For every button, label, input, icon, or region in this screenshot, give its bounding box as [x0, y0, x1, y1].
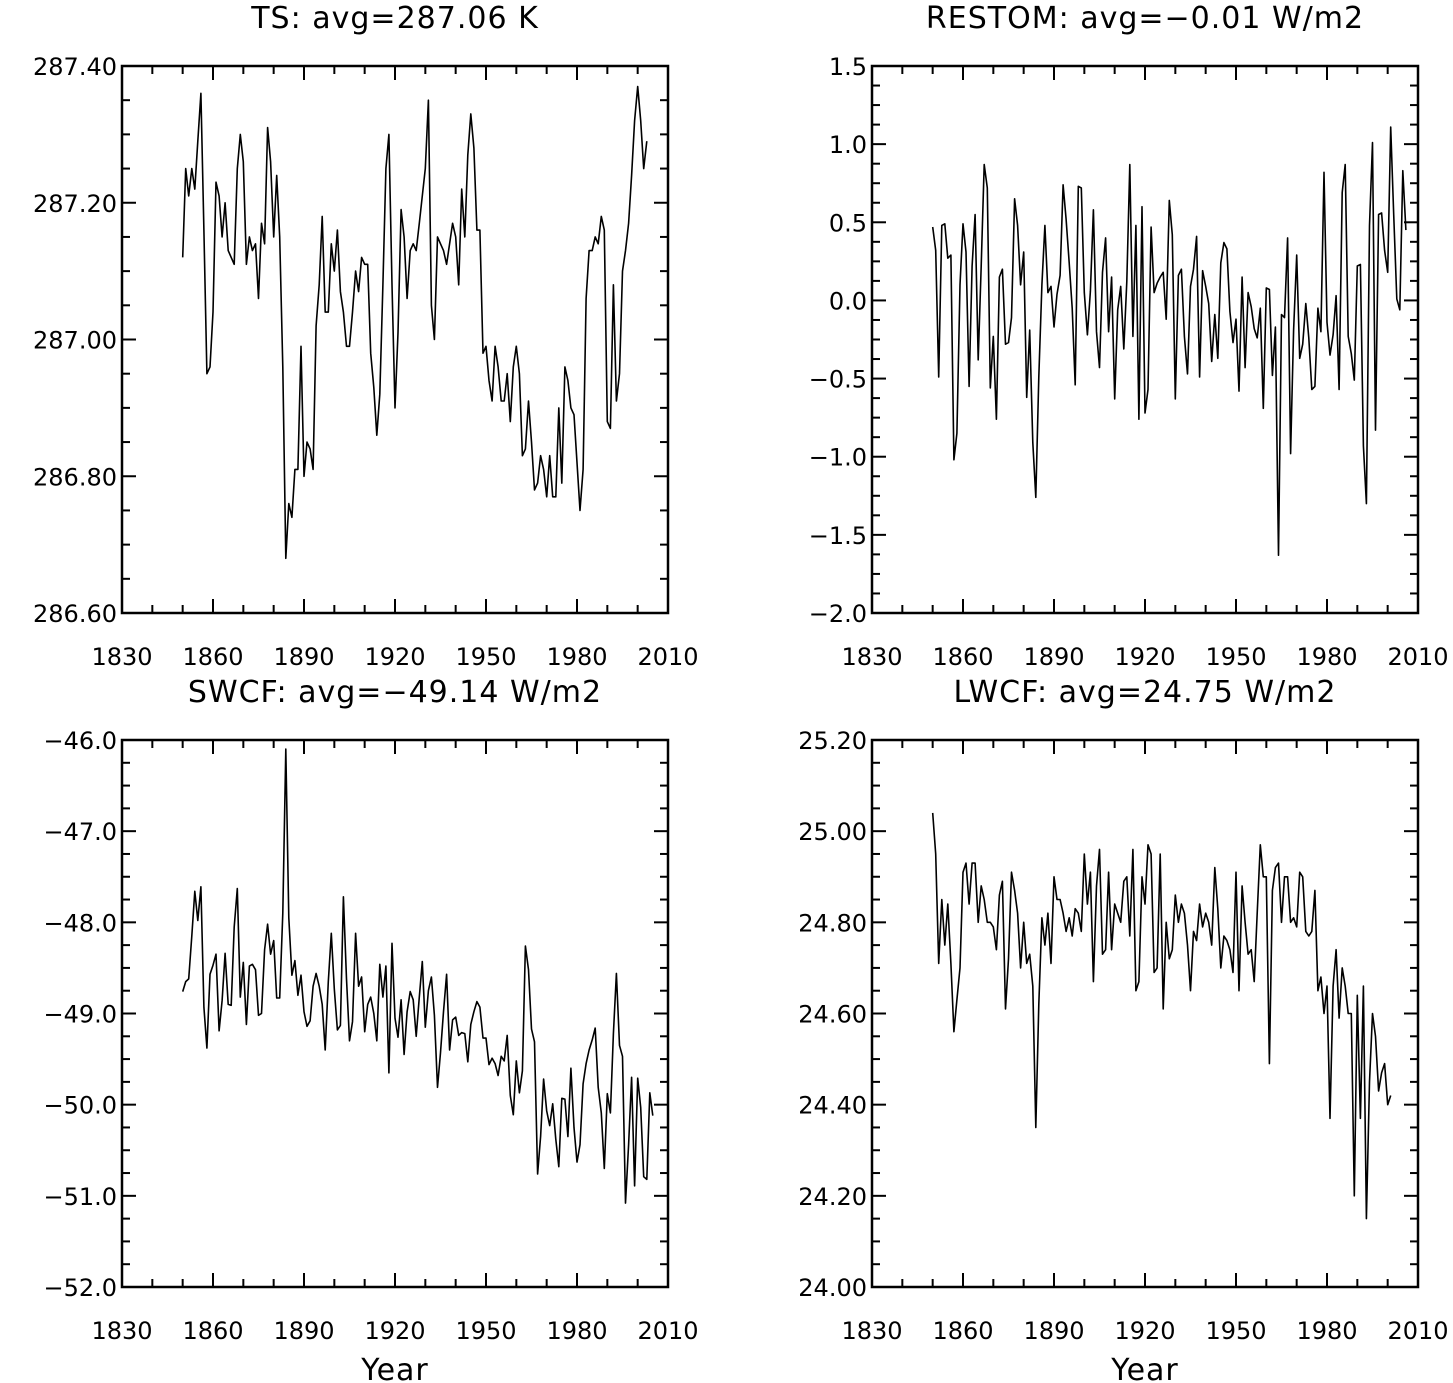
panel-lwcf-x-tick-label: 1860	[932, 1317, 993, 1345]
panel-restom-y-tick-label: 0.5	[829, 209, 867, 237]
panel-swcf-series-line	[181, 748, 654, 1204]
panel-ts-x-tick-label: 1950	[455, 643, 516, 671]
panel-lwcf-title: LWCF: avg=24.75 W/m2	[954, 675, 1337, 710]
panel-restom-x-tick-label: 2010	[1387, 643, 1448, 671]
panel-swcf-x-tick-label: 2010	[637, 1317, 698, 1345]
panel-swcf-x-tick-label: 1830	[91, 1317, 152, 1345]
panel-restom-y-tick-label: −1.5	[809, 522, 867, 550]
panel-lwcf-x-tick-label: 1890	[1023, 1317, 1084, 1345]
panel-ts-x-tick-label: 1860	[182, 643, 243, 671]
panel-restom-title: RESTOM: avg=−0.01 W/m2	[926, 1, 1364, 36]
panel-swcf-x-tick-label: 1980	[546, 1317, 607, 1345]
panel-lwcf-y-tick-label: 25.20	[798, 727, 867, 755]
panel-swcf-title: SWCF: avg=−49.14 W/m2	[188, 675, 602, 710]
panel-swcf-x-tick-label: 1950	[455, 1317, 516, 1345]
panel-restom-y-tick-label: −2.0	[809, 600, 867, 628]
panel-ts-x-tick-label: 1980	[546, 643, 607, 671]
panel-lwcf-y-tick-label: 25.00	[798, 818, 867, 846]
panel-swcf-y-tick-label: −47.0	[43, 818, 117, 846]
panel-ts-x-tick-label: 1830	[91, 643, 152, 671]
panel-restom-x-tick-label: 1980	[1296, 643, 1357, 671]
panel-lwcf-x-tick-label: 1950	[1205, 1317, 1266, 1345]
panel-lwcf-y-tick-label: 24.00	[798, 1274, 867, 1302]
panel-ts-y-tick-label: 287.20	[33, 190, 117, 218]
panel-restom-y-tick-label: 0.0	[829, 287, 867, 315]
panel-swcf-x-tick-label: 1890	[273, 1317, 334, 1345]
panel-restom-y-tick-label: 1.0	[829, 131, 867, 159]
panel-ts-y-tick-label: 286.80	[33, 463, 117, 491]
panel-restom: RESTOM: avg=−0.01 W/m2 1830 1860 1890 1920 19…	[809, 1, 1449, 671]
panel-ts-series-line	[181, 85, 648, 560]
panel-lwcf: LWCF: avg=24.75 W/m2 1830 1860 1890 1920 1950…	[798, 675, 1448, 1383]
panel-restom-y-tick-label: −1.0	[809, 444, 867, 472]
panel-ts-x-tick-label: 1920	[364, 643, 425, 671]
panel-lwcf-x-tick-label: 1920	[1114, 1317, 1175, 1345]
panel-ts-y-tick-label: 287.00	[33, 327, 117, 355]
panel-restom-x-tick-label: 1920	[1114, 643, 1175, 671]
panel-ts-x-tick-label: 2010	[637, 643, 698, 671]
panel-ts-y-tick-label: 286.60	[33, 600, 117, 628]
panel-swcf-y-tick-label: −52.0	[43, 1274, 117, 1302]
panel-lwcf-x-tick-label: 2010	[1387, 1317, 1448, 1345]
panel-restom-x-tick-label: 1860	[932, 643, 993, 671]
panel-restom-x-tick-label: 1890	[1023, 643, 1084, 671]
panel-restom-y-tick-label: 1.5	[829, 53, 867, 81]
panel-lwcf-y-tick-label: 24.60	[798, 1001, 867, 1029]
panel-swcf-y-tick-label: −49.0	[43, 1001, 117, 1029]
panel-swcf-y-tick-label: −46.0	[43, 727, 117, 755]
panel-lwcf-y-tick-label: 24.20	[798, 1183, 867, 1211]
panel-swcf-x-tick-label: 1860	[182, 1317, 243, 1345]
panel-lwcf-series-line	[931, 812, 1392, 1220]
panel-ts-x-tick-label: 1890	[273, 643, 334, 671]
panel-swcf-y-tick-label: −51.0	[43, 1183, 117, 1211]
panel-restom-plot-frame	[870, 64, 1420, 615]
panel-swcf: SWCF: avg=−49.14 W/m2 1830 1860 1890 1920 195…	[43, 675, 698, 1383]
panel-ts-title: TS: avg=287.06 K	[250, 1, 539, 36]
panel-restom-series-line	[931, 126, 1407, 557]
panel-lwcf-y-tick-label: 24.80	[798, 909, 867, 937]
panel-swcf-y-tick-label: −50.0	[43, 1092, 117, 1120]
panel-restom-x-tick-label: 1830	[841, 643, 902, 671]
panel-swcf-x-tick-label: 1920	[364, 1317, 425, 1345]
panel-lwcf-x-tick-label: 1830	[841, 1317, 902, 1345]
panel-restom-y-tick-label: −0.5	[809, 366, 867, 394]
panel-lwcf-y-tick-label: 24.40	[798, 1092, 867, 1120]
panel-swcf-y-tick-label: −48.0	[43, 909, 117, 937]
panel-lwcf-x-axis-label: Year	[1110, 1353, 1179, 1383]
panel-ts-y-tick-label: 287.40	[33, 53, 117, 81]
panel-swcf-x-axis-label: Year	[360, 1353, 429, 1383]
panel-ts: TS: avg=287.06 K 1830 1860 1890 1920 1950 1980…	[33, 1, 699, 671]
panel-lwcf-x-tick-label: 1980	[1296, 1317, 1357, 1345]
panel-restom-x-tick-label: 1950	[1205, 643, 1266, 671]
